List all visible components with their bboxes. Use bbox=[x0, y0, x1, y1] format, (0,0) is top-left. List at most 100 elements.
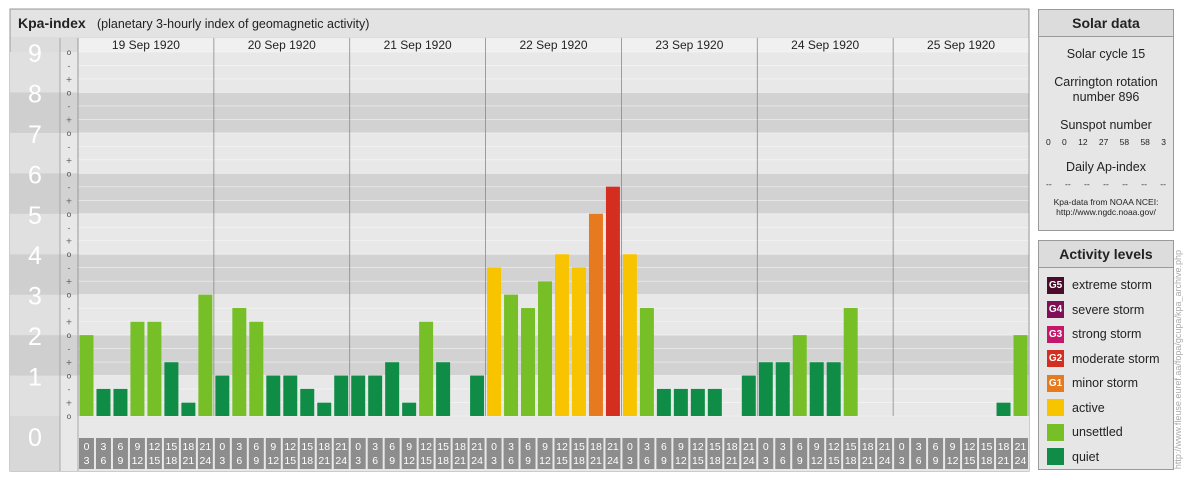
sunspot-values: 0 0 12 27 58 58 3 bbox=[1039, 137, 1173, 147]
kpa-bar bbox=[147, 321, 162, 416]
kpa-bar bbox=[707, 388, 722, 416]
sub-tick-label: - bbox=[68, 345, 71, 354]
hour-start-label: 0 bbox=[355, 441, 361, 453]
sub-tick-label: + bbox=[66, 196, 73, 205]
hour-box bbox=[95, 438, 111, 469]
hour-end-label: 3 bbox=[219, 455, 225, 467]
y-tick-label: 5 bbox=[28, 202, 42, 230]
sunspot-value: 58 bbox=[1119, 137, 1130, 147]
hour-box bbox=[384, 438, 400, 469]
level-unsettled: unsettled bbox=[1039, 420, 1173, 445]
hour-box bbox=[214, 438, 230, 469]
hour-start-label: 9 bbox=[542, 441, 548, 453]
kpa-bar bbox=[538, 281, 552, 416]
hour-end-label: 6 bbox=[780, 455, 786, 467]
hour-end-label: 15 bbox=[420, 455, 432, 467]
hour-box bbox=[197, 438, 213, 469]
kpa-bar bbox=[571, 267, 586, 416]
ap-value: -- bbox=[1084, 179, 1090, 189]
hour-end-label: 18 bbox=[845, 455, 857, 467]
ap-value: -- bbox=[1141, 179, 1147, 189]
hour-end-label: 15 bbox=[692, 455, 704, 467]
hour-end-label: 15 bbox=[284, 455, 296, 467]
hour-start-label: 15 bbox=[709, 441, 721, 453]
kpa-bar bbox=[300, 388, 315, 416]
hour-start-label: 3 bbox=[101, 441, 107, 453]
day-band bbox=[78, 38, 1029, 52]
ap-values: -- -- -- -- -- -- -- bbox=[1039, 179, 1173, 189]
hour-end-label: 6 bbox=[644, 455, 650, 467]
sunspot-value: 58 bbox=[1140, 137, 1150, 147]
hour-start-label: 9 bbox=[135, 441, 141, 453]
hour-box bbox=[1013, 438, 1028, 469]
kpa-bar bbox=[198, 294, 213, 416]
hour-box bbox=[792, 438, 808, 469]
kpa-band bbox=[60, 52, 1029, 93]
sub-tick-label: o bbox=[67, 129, 72, 138]
hour-end-label: 9 bbox=[525, 455, 531, 467]
hour-box bbox=[265, 438, 281, 469]
credit-link[interactable]: http://www.fleuse.euref.aa/fopa/gcupa/kp… bbox=[1173, 250, 1183, 470]
kpa-bar bbox=[622, 254, 637, 416]
sub-tick-label: + bbox=[66, 318, 73, 327]
day-label: 25 Sep 1920 bbox=[927, 38, 995, 52]
sunspot-value: 0 bbox=[1062, 137, 1067, 147]
hour-start-label: 18 bbox=[590, 441, 602, 453]
hour-end-label: 24 bbox=[1015, 455, 1027, 467]
hour-box bbox=[554, 438, 570, 469]
hour-end-label: 24 bbox=[335, 455, 347, 467]
chart-title: Kpa-index bbox=[18, 15, 86, 31]
level-active: active bbox=[1039, 396, 1173, 421]
hour-end-label: 21 bbox=[726, 455, 738, 467]
source-note-link[interactable]: http://www.ngdc.noaa.gov/ bbox=[1056, 207, 1156, 217]
level-swatch: G4 bbox=[1047, 301, 1064, 319]
hour-box bbox=[843, 438, 859, 469]
hour-box bbox=[962, 438, 978, 469]
kpa-bar bbox=[673, 388, 688, 416]
hour-box bbox=[418, 438, 434, 469]
hour-start-label: 21 bbox=[743, 441, 755, 453]
kpa-bar bbox=[96, 388, 111, 416]
hour-end-label: 3 bbox=[491, 455, 497, 467]
hour-end-label: 12 bbox=[539, 455, 551, 467]
level-label: quiet bbox=[1072, 449, 1100, 464]
hour-end-label: 15 bbox=[556, 455, 568, 467]
y-tick-label: 4 bbox=[28, 242, 42, 270]
source-note-line1: Kpa-data from NOAA NCEI: bbox=[1053, 197, 1159, 207]
sub-tick-label: - bbox=[68, 223, 71, 232]
chart-subtitle: (planetary 3-hourly index of geomagnetic… bbox=[97, 17, 369, 31]
kpa-bar bbox=[181, 402, 196, 416]
hour-box bbox=[299, 438, 315, 469]
hour-start-label: 12 bbox=[556, 441, 568, 453]
sub-tick-label: + bbox=[66, 237, 73, 246]
kpa-bar bbox=[232, 308, 247, 416]
hour-start-label: 21 bbox=[607, 441, 619, 453]
hour-box bbox=[588, 438, 604, 469]
level-label: strong storm bbox=[1072, 327, 1142, 342]
level-swatch: G1 bbox=[1047, 374, 1064, 392]
kpa-band bbox=[60, 213, 1029, 255]
hour-end-label: 9 bbox=[118, 455, 124, 467]
hour-start-label: 3 bbox=[780, 441, 786, 453]
hour-start-label: 15 bbox=[166, 441, 178, 453]
hour-box bbox=[775, 438, 791, 469]
hour-end-label: 21 bbox=[590, 455, 602, 467]
hour-end-label: 18 bbox=[301, 455, 313, 467]
ap-title: Daily Ap-index bbox=[1066, 160, 1146, 174]
y-tick-label: 3 bbox=[28, 283, 42, 311]
hour-end-label: 21 bbox=[183, 455, 195, 467]
kpa-bar bbox=[317, 402, 332, 416]
sunspot-value: 27 bbox=[1098, 137, 1109, 147]
level-swatch bbox=[1047, 423, 1064, 441]
hour-box bbox=[163, 438, 179, 469]
kpa-bar bbox=[639, 308, 654, 416]
hour-start-label: 12 bbox=[420, 441, 432, 453]
day-label: 20 Sep 1920 bbox=[248, 38, 316, 52]
sub-tick-label: + bbox=[66, 156, 73, 165]
hour-end-label: 12 bbox=[403, 455, 415, 467]
kpa-bar bbox=[843, 308, 858, 416]
hour-start-label: 21 bbox=[471, 441, 483, 453]
sub-tick-label: - bbox=[68, 264, 71, 273]
sunspot-value: 3 bbox=[1161, 137, 1166, 147]
chart-header bbox=[11, 10, 1028, 37]
